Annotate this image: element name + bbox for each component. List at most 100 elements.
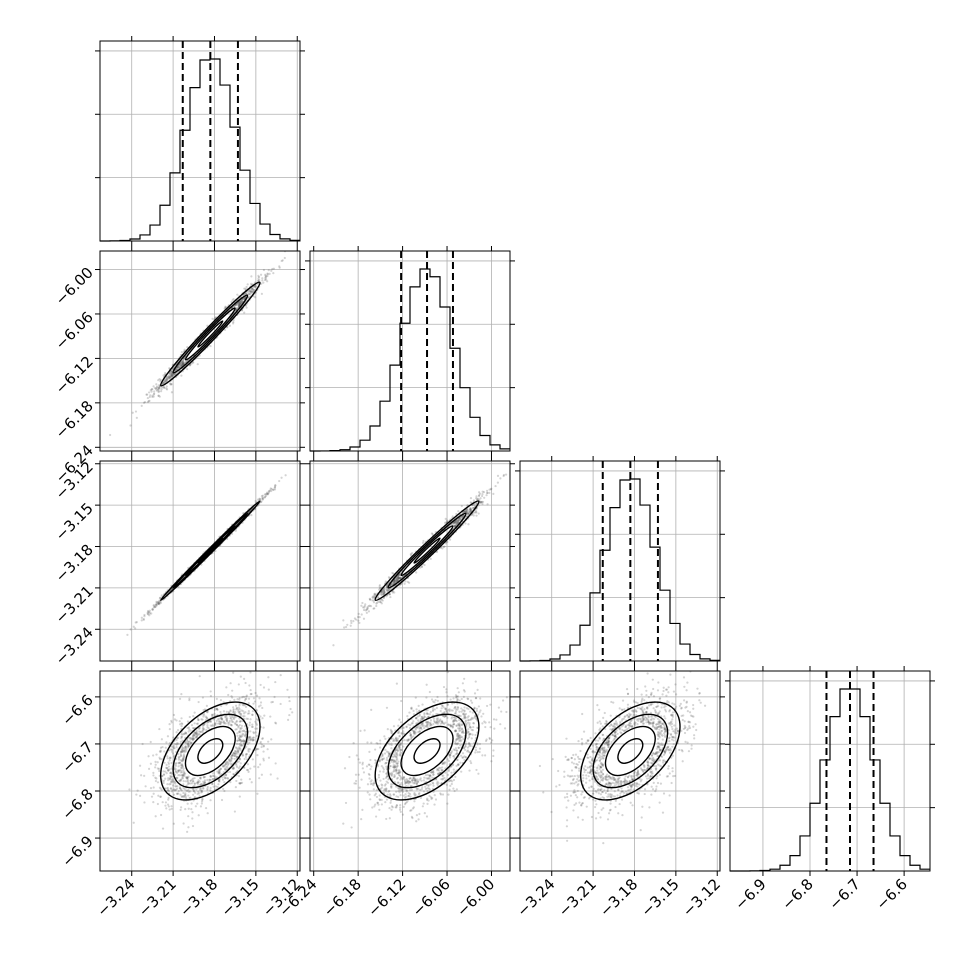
scatter-point	[413, 800, 416, 803]
scatter-point	[181, 760, 184, 763]
scatter-point	[243, 740, 247, 743]
scatter-point	[173, 781, 176, 784]
scatter-point	[162, 770, 165, 773]
scatter-point	[184, 747, 187, 750]
scatter-point	[193, 734, 196, 737]
scatter-point	[172, 374, 176, 377]
scatter-point	[431, 706, 435, 709]
scatter-point	[392, 580, 395, 583]
scatter-point	[472, 722, 475, 725]
scatter-point	[259, 704, 262, 707]
scatter-point	[196, 733, 200, 737]
scatter-point	[441, 761, 445, 764]
scatter-point	[248, 778, 252, 781]
scatter-point	[235, 723, 239, 726]
scatter-point	[186, 776, 189, 779]
scatter-point	[181, 361, 184, 364]
scatter-point	[192, 727, 195, 730]
scatter-point	[209, 778, 212, 782]
scatter-point	[197, 700, 200, 704]
scatter-point	[150, 390, 153, 393]
scatter-point	[239, 740, 243, 743]
scatter-point	[261, 706, 264, 710]
scatter-point	[249, 692, 252, 696]
scatter-point	[377, 803, 380, 806]
scatter-point	[232, 766, 235, 769]
scatter-point	[230, 724, 233, 727]
scatter-point	[254, 691, 257, 695]
scatter-point	[202, 727, 205, 730]
scatter-point	[214, 316, 217, 319]
scatter-point	[225, 766, 228, 769]
scatter-point	[380, 803, 383, 806]
scatter-point	[176, 741, 179, 745]
scatter-point	[195, 736, 198, 739]
scatter-point	[147, 611, 150, 614]
scatter-point	[270, 738, 273, 741]
scatter-point	[460, 515, 463, 519]
scatter-point	[247, 749, 250, 752]
scatter-point	[180, 735, 183, 739]
scatter-point	[472, 499, 475, 502]
scatter-point	[411, 816, 414, 820]
scatter-point	[154, 605, 157, 608]
scatter-point	[228, 719, 231, 723]
scatter-point	[427, 787, 430, 790]
scatter-point	[199, 789, 202, 792]
scatter-point	[396, 575, 399, 579]
scatter-point	[369, 598, 372, 601]
scatter-point	[254, 296, 257, 299]
scatter-point	[191, 788, 195, 791]
scatter-point	[162, 386, 165, 389]
scatter-point	[175, 771, 179, 774]
scatter-point	[266, 273, 269, 276]
scatter-point	[432, 771, 435, 774]
scatter-point	[382, 592, 385, 595]
scatter-point	[218, 722, 222, 726]
scatter-point	[470, 761, 473, 765]
scatter-point	[249, 290, 252, 293]
scatter-point	[187, 788, 190, 792]
scatter-point	[231, 716, 234, 719]
scatter-point	[435, 550, 439, 554]
hist-panel-0	[95, 36, 305, 246]
scatter-point	[482, 712, 485, 715]
scatter-point	[380, 591, 384, 594]
scatter-point	[231, 696, 234, 699]
scatter-point	[230, 757, 233, 760]
scatter-point	[488, 721, 491, 724]
scatter-point	[187, 815, 190, 818]
scatter-point	[480, 501, 483, 504]
scatter-point	[190, 802, 193, 805]
scatter-point	[169, 756, 172, 759]
scatter-point	[467, 512, 470, 515]
scatter-point	[197, 781, 200, 784]
scatter-point	[462, 730, 465, 733]
scatter-point	[261, 494, 264, 497]
scatter-point	[426, 723, 430, 726]
scatter-point	[380, 590, 384, 593]
scatter-point	[196, 802, 199, 805]
scatter-point	[379, 600, 382, 604]
scatter-point	[186, 779, 189, 783]
scatter-point	[187, 742, 190, 746]
scatter-point	[390, 760, 393, 763]
scatter-point	[479, 501, 483, 504]
scatter-point	[456, 705, 459, 709]
scatter-point	[183, 771, 186, 775]
scatter-point	[374, 593, 377, 596]
scatter-point	[134, 410, 138, 413]
scatter-point	[220, 798, 224, 802]
scatter-point	[463, 755, 466, 758]
scatter-point	[437, 782, 440, 785]
scatter-point	[376, 765, 380, 768]
scatter-point	[239, 731, 242, 734]
scatter-point	[180, 361, 183, 364]
scatter-point	[242, 738, 245, 742]
panel-frame	[309, 460, 511, 662]
scatter-point	[244, 296, 247, 299]
scatter-point	[453, 712, 457, 715]
scatter-point	[180, 735, 183, 738]
scatter-point	[239, 738, 242, 742]
